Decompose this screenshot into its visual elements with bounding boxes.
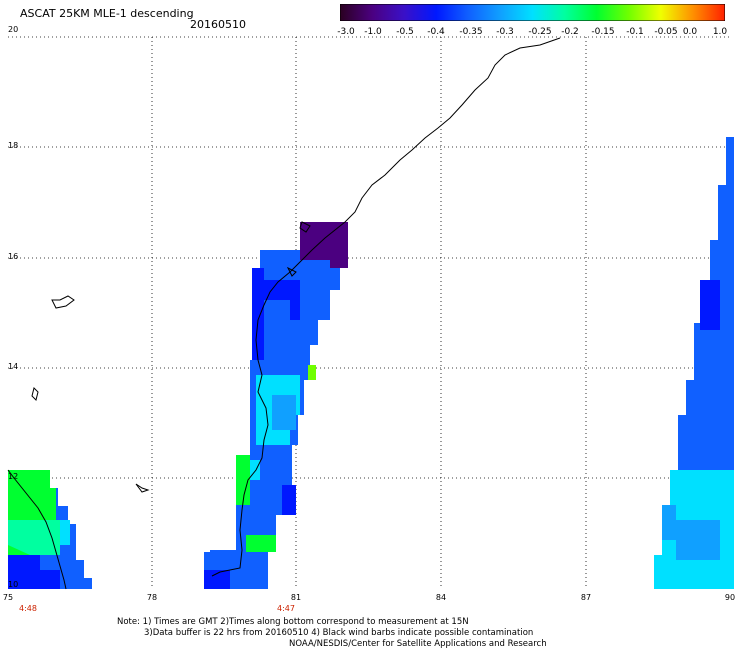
scale-label: -0.3 <box>496 27 514 37</box>
lon-label: 87 <box>580 593 592 602</box>
lat-label: 14 <box>8 362 19 371</box>
lon-label: 90 <box>724 593 736 602</box>
lon-label: 75 <box>2 593 14 602</box>
lon-label: 84 <box>435 593 447 602</box>
lat-label: 18 <box>8 141 19 150</box>
color-scale-gradient <box>340 4 725 21</box>
pass-time-label: 4:47 <box>277 604 295 613</box>
wind-swath-west <box>8 470 92 589</box>
scale-label: -0.05 <box>654 27 678 37</box>
scale-label: 0.0 <box>682 27 698 37</box>
note-line-1: Note: 1) Times are GMT 2)Times along bot… <box>117 617 469 627</box>
scale-label: -0.5 <box>396 27 414 37</box>
wind-swath-central <box>204 222 348 589</box>
scale-label: -0.35 <box>459 27 483 37</box>
pass-time-label: 4:48 <box>19 604 37 613</box>
lat-label: 20 <box>8 25 19 34</box>
lat-label: 10 <box>8 580 19 589</box>
scale-label: -0.1 <box>626 27 644 37</box>
lon-label: 81 <box>290 593 302 602</box>
lon-label: 78 <box>146 593 158 602</box>
product-title: ASCAT 25KM MLE-1 descending <box>20 7 194 20</box>
wind-swath-east <box>654 137 734 589</box>
note-line-3: NOAA/NESDIS/Center for Satellite Applica… <box>289 639 547 649</box>
color-scale-labels: -3.0 -1.0 -0.5 -0.4 -0.35 -0.3 -0.25 -0.… <box>328 27 738 39</box>
note-line-2: 3)Data buffer is 22 hrs from 20160510 4)… <box>144 628 534 638</box>
lat-label: 12 <box>8 472 19 481</box>
scale-label: -0.4 <box>427 27 445 37</box>
scale-label: 1.0 <box>712 27 728 37</box>
scale-label: -0.2 <box>561 27 579 37</box>
scale-label: -0.15 <box>591 27 615 37</box>
coastline <box>7 37 561 590</box>
scale-label: -1.0 <box>364 27 382 37</box>
scale-label: -0.25 <box>528 27 552 37</box>
lat-lon-grid <box>8 36 730 589</box>
color-scale-bar <box>340 4 725 21</box>
lat-label: 16 <box>8 252 19 261</box>
scale-label: -3.0 <box>337 27 355 37</box>
date-label: 20160510 <box>190 18 246 31</box>
